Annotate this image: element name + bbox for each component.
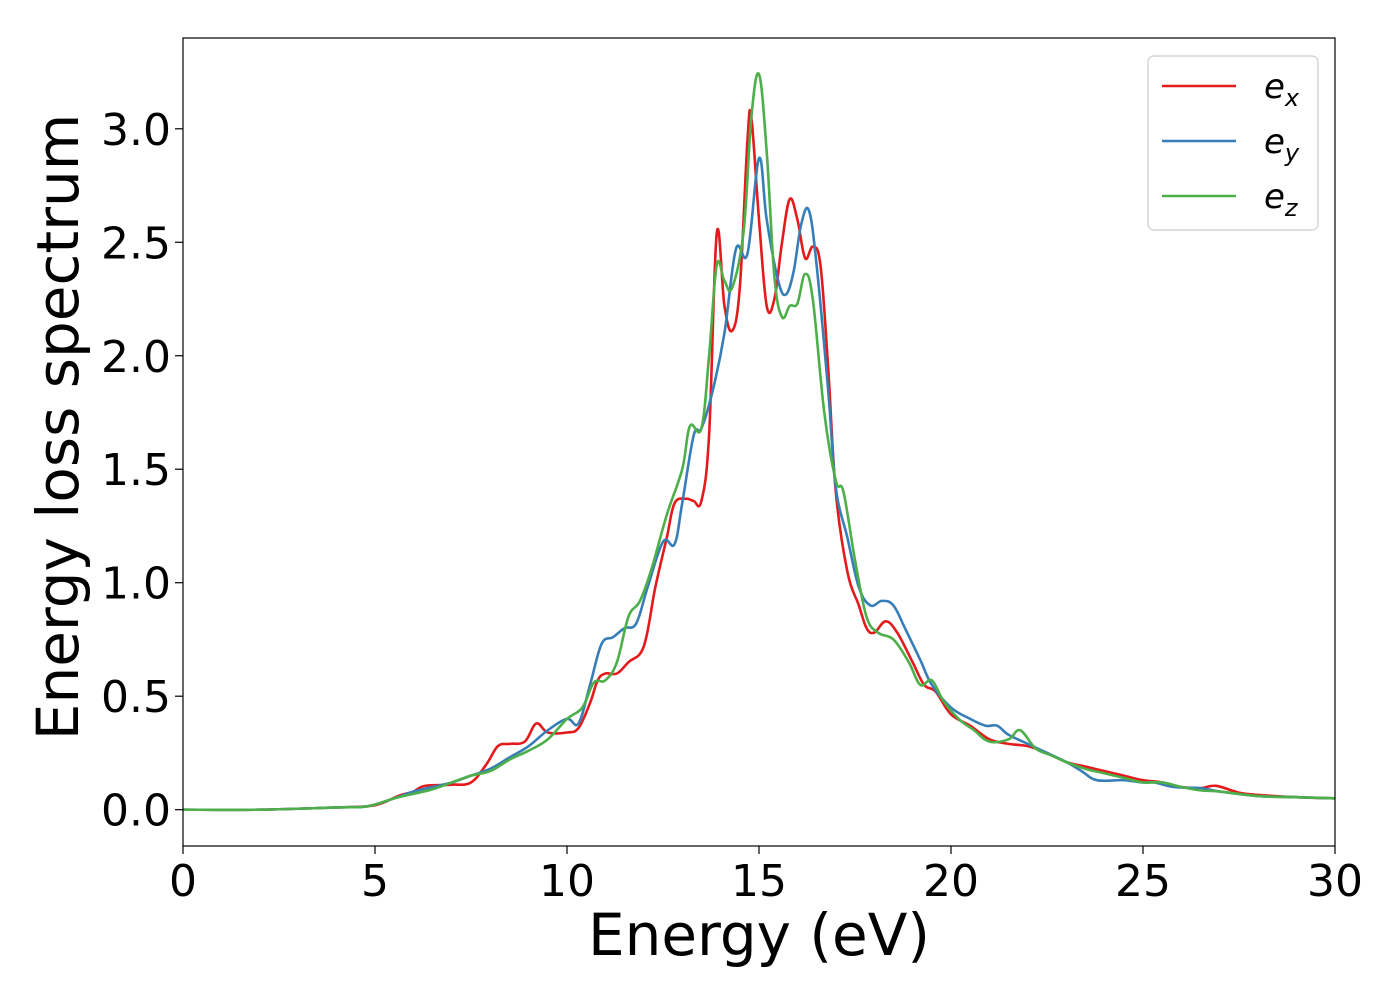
legend: ex ey ez (1147, 55, 1319, 231)
y-tick-label: 0.5 (101, 672, 171, 723)
y-axis-title: Energy loss spectrum (24, 114, 92, 740)
y-tick-label: 2.0 (101, 332, 171, 383)
y-tick-label: 1.0 (101, 559, 171, 610)
y-tick-label: 2.5 (101, 218, 171, 269)
series-line-y (183, 156, 1335, 812)
legend-label-x: ex (1264, 67, 1300, 112)
series-line-z (183, 71, 1335, 812)
y-tick-label: 3.0 (101, 105, 171, 156)
x-tick-label: 25 (1115, 856, 1171, 907)
x-tick-label: 5 (361, 856, 389, 907)
legend-box (1147, 55, 1319, 231)
x-axis-title: Energy (eV) (588, 901, 930, 969)
y-tick-label: 0.0 (101, 786, 171, 837)
x-tick-label: 15 (731, 856, 787, 907)
x-tick-label: 0 (169, 856, 197, 907)
axes-layer: 0 5 10 15 20 25 30 0.0 0.5 1.0 1.5 2.0 2.5 3.0 (101, 37, 1363, 907)
x-tick-label: 10 (539, 856, 595, 907)
legend-label-y: ey (1264, 122, 1300, 167)
x-tick-label: 20 (923, 856, 979, 907)
x-tick-label: 30 (1307, 856, 1363, 907)
y-tick-label: 1.5 (101, 445, 171, 496)
series-layer (183, 71, 1335, 812)
legend-label-z: ez (1264, 177, 1299, 222)
